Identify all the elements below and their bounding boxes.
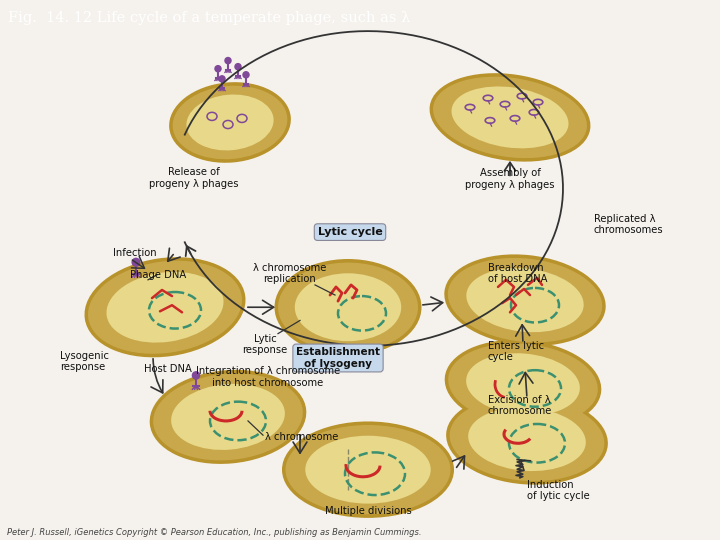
Text: Replicated λ
chromosomes: Replicated λ chromosomes	[594, 214, 664, 235]
Text: Integration of λ chromosome
into host chromosome: Integration of λ chromosome into host ch…	[196, 366, 340, 388]
Ellipse shape	[449, 397, 604, 481]
Ellipse shape	[305, 436, 431, 504]
Ellipse shape	[449, 343, 598, 426]
Text: Host DNA: Host DNA	[144, 364, 192, 374]
Ellipse shape	[243, 72, 249, 78]
Text: Infection: Infection	[113, 248, 157, 258]
Text: Lytic cycle: Lytic cycle	[318, 227, 382, 237]
Ellipse shape	[468, 407, 586, 471]
Text: Lytic
response: Lytic response	[243, 334, 287, 355]
Ellipse shape	[215, 66, 221, 72]
Ellipse shape	[282, 421, 454, 518]
Ellipse shape	[467, 268, 584, 332]
Text: Breakdown
of host DNA: Breakdown of host DNA	[488, 262, 547, 284]
Ellipse shape	[153, 373, 303, 461]
Ellipse shape	[150, 370, 306, 464]
Ellipse shape	[235, 64, 241, 70]
Ellipse shape	[294, 273, 401, 341]
Ellipse shape	[192, 372, 199, 379]
Text: Induction
of lytic cycle: Induction of lytic cycle	[527, 480, 590, 502]
Text: Peter J. Russell, iGenetics Copyright © Pearson Education, Inc., publishing as B: Peter J. Russell, iGenetics Copyright © …	[7, 528, 422, 537]
Text: Lysogenic
response: Lysogenic response	[60, 351, 109, 373]
Ellipse shape	[274, 259, 421, 355]
Ellipse shape	[225, 58, 231, 64]
Ellipse shape	[84, 257, 246, 357]
Ellipse shape	[286, 425, 451, 514]
Text: Fig.  14. 12 Life cycle of a temperate phage, such as λ: Fig. 14. 12 Life cycle of a temperate ph…	[8, 11, 410, 25]
Text: Enters lytic
cycle: Enters lytic cycle	[488, 341, 544, 362]
Ellipse shape	[446, 394, 608, 484]
Ellipse shape	[430, 73, 590, 161]
Ellipse shape	[173, 86, 287, 159]
Ellipse shape	[219, 76, 225, 82]
Ellipse shape	[169, 82, 291, 163]
Ellipse shape	[107, 272, 223, 342]
Ellipse shape	[88, 261, 242, 354]
Ellipse shape	[132, 258, 140, 266]
Text: Phage DNA: Phage DNA	[130, 269, 186, 280]
Ellipse shape	[448, 258, 602, 342]
Ellipse shape	[433, 77, 587, 158]
Text: Release of
progeny λ phages: Release of progeny λ phages	[149, 167, 239, 189]
Ellipse shape	[186, 94, 274, 151]
Text: Excision of λ
chromosome: Excision of λ chromosome	[488, 395, 552, 416]
Ellipse shape	[444, 254, 606, 346]
Ellipse shape	[451, 86, 569, 148]
Ellipse shape	[466, 353, 580, 416]
Text: Assembly of
progeny λ phages: Assembly of progeny λ phages	[465, 168, 554, 190]
Text: λ chromosome: λ chromosome	[265, 432, 338, 442]
Ellipse shape	[278, 262, 418, 352]
Ellipse shape	[171, 384, 285, 450]
Text: λ chromosome
replication: λ chromosome replication	[253, 262, 327, 284]
Ellipse shape	[445, 340, 601, 429]
Text: Multiple divisions: Multiple divisions	[325, 506, 411, 516]
Text: Establishment
of lysogeny: Establishment of lysogeny	[296, 347, 380, 369]
